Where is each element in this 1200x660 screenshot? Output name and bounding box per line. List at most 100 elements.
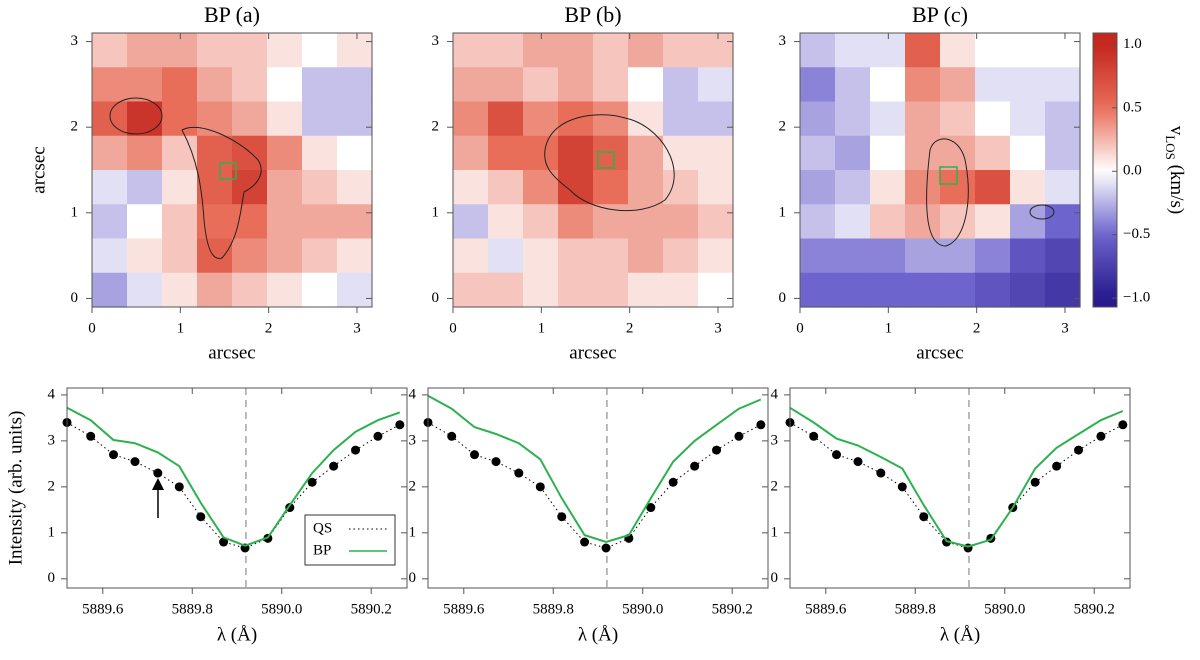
- data-point: [1118, 420, 1128, 430]
- data-point: [109, 450, 119, 460]
- heat-cell: [698, 67, 734, 103]
- y-tick-label: 4: [48, 386, 56, 402]
- data-point: [535, 482, 545, 492]
- heat-cell: [975, 204, 1011, 240]
- heat-cell: [453, 101, 489, 137]
- y-tick-label: 3: [409, 432, 417, 448]
- data-point: [153, 468, 163, 478]
- heat-cell: [800, 272, 836, 308]
- heat-cell: [870, 238, 906, 274]
- data-point: [491, 457, 501, 467]
- data-point: [86, 431, 96, 441]
- heat-cell: [453, 67, 489, 103]
- heat-cell: [267, 272, 303, 308]
- heat-cell: [197, 33, 233, 68]
- heat-cell: [1010, 135, 1046, 171]
- x-tick-label: 1: [885, 320, 893, 336]
- contour: [109, 97, 163, 135]
- heat-cell: [800, 67, 836, 103]
- x-tick-label: 5890.2: [1074, 601, 1115, 617]
- data-point: [897, 482, 907, 492]
- y-tick-label: 3: [71, 33, 79, 49]
- heat-cell: [453, 135, 489, 171]
- heat-cell: [663, 101, 699, 137]
- heat-cell: [835, 101, 871, 137]
- heat-cell: [1045, 170, 1081, 205]
- plot-bg: [428, 388, 768, 588]
- heat-cell: [197, 170, 233, 205]
- y-tick-label: 3: [432, 33, 440, 49]
- y-tick-label: 2: [71, 119, 79, 135]
- x-tick-label: 5890.0: [261, 601, 302, 617]
- y-tick-label: 2: [779, 119, 787, 135]
- heat-cell: [267, 101, 303, 137]
- heat-cell: [127, 170, 163, 205]
- heat-cell: [940, 170, 976, 205]
- heat-cell: [663, 238, 699, 274]
- heat-cell: [453, 204, 489, 240]
- heat-cell: [628, 33, 664, 68]
- heat-cell: [628, 204, 664, 240]
- heat-cell: [835, 135, 871, 171]
- contour: [1029, 204, 1055, 220]
- heat-cell: [302, 135, 338, 171]
- heat-cell: [1045, 272, 1081, 308]
- y-tick-label: 0: [71, 290, 79, 306]
- heat-cell: [870, 101, 906, 137]
- data-point: [690, 461, 700, 471]
- heat-cell: [488, 67, 524, 103]
- heat-cell: [905, 101, 941, 137]
- heat-cell: [835, 170, 871, 205]
- x-tick-label: 0: [449, 320, 457, 336]
- y-tick-label: 1: [432, 204, 440, 220]
- plot-frame: [452, 32, 734, 308]
- colorbar-tick-label: −1.0: [1123, 290, 1150, 306]
- y-tick-label: 0: [432, 290, 440, 306]
- heat-cell: [558, 101, 594, 137]
- plot-frame: [427, 387, 769, 589]
- heat-cell: [663, 204, 699, 240]
- series-line: [789, 406, 1124, 548]
- x-tick-label: 5889.8: [533, 601, 574, 617]
- chart-title: BP (b): [564, 2, 621, 27]
- heat-cell: [1010, 33, 1046, 68]
- heat-cell: [232, 204, 268, 240]
- heat-cell: [162, 33, 198, 68]
- heat-cell: [232, 135, 268, 171]
- x-axis-label: arcsec: [208, 342, 255, 363]
- heat-cell: [593, 272, 629, 308]
- x-tick-label: 5890.2: [351, 601, 392, 617]
- heat-cell: [267, 238, 303, 274]
- heat-cell: [1010, 238, 1046, 274]
- heat-cell: [800, 204, 836, 240]
- x-tick-label: 0: [88, 320, 96, 336]
- heat-cell: [127, 272, 163, 308]
- heat-cell: [870, 170, 906, 205]
- data-point: [373, 431, 383, 441]
- heat-cell: [975, 135, 1011, 171]
- colorbar-label-part: v: [1166, 126, 1187, 136]
- series-line: [789, 422, 1124, 549]
- heat-cell: [523, 135, 559, 171]
- heat-cell: [835, 272, 871, 308]
- x-tick-label: 3: [1061, 320, 1069, 336]
- heat-cell: [127, 101, 163, 137]
- heat-cell: [127, 238, 163, 274]
- x-tick-label: 3: [714, 320, 722, 336]
- heat-cell: [593, 33, 629, 68]
- legend: [304, 514, 396, 566]
- x-tick-label: 5889.8: [172, 601, 213, 617]
- heat-cell: [698, 238, 734, 274]
- heat-cell: [197, 204, 233, 240]
- heat-cell: [267, 67, 303, 103]
- heat-cell: [800, 238, 836, 274]
- heat-cell: [905, 170, 941, 205]
- heat-cell: [663, 67, 699, 103]
- heat-cell: [488, 204, 524, 240]
- heat-cell: [870, 135, 906, 171]
- colorbar-tick-label: 1.0: [1123, 36, 1142, 52]
- heat-cell: [162, 204, 198, 240]
- heat-cell: [162, 170, 198, 205]
- heat-cell: [663, 33, 699, 68]
